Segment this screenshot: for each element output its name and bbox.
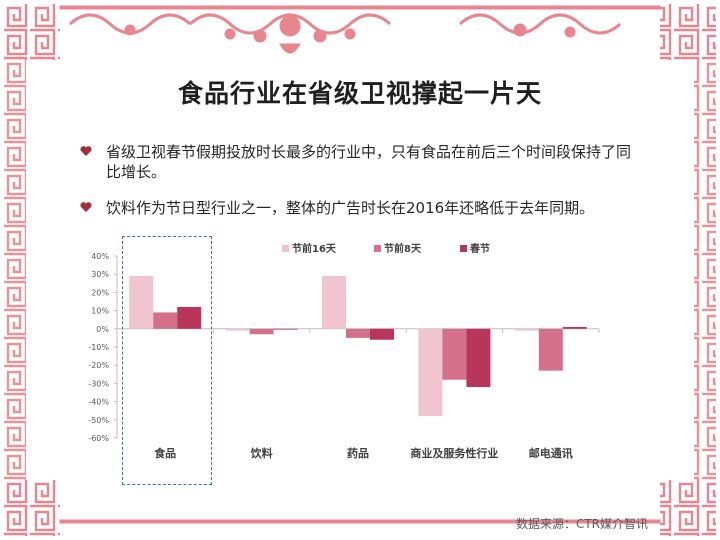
bar-3 xyxy=(466,328,491,388)
bar-1 xyxy=(322,276,346,329)
y-tick-label: -10% xyxy=(88,343,109,352)
corner-fret-top-left xyxy=(4,4,60,60)
y-tick-label: -40% xyxy=(88,398,109,407)
bullet-item: 省级卫视春节假期投放时长最多的行业中，只有食品在前后三个时间段保持了同比增长。 xyxy=(80,142,640,182)
y-tick-label: 40% xyxy=(91,252,109,261)
legend-swatch xyxy=(460,245,467,252)
y-tick-label: 10% xyxy=(91,307,109,316)
y-tick-label: 20% xyxy=(91,288,109,297)
legend-label: 节前8天 xyxy=(384,242,422,255)
bar-2 xyxy=(442,328,467,380)
bullet-item: 饮料作为节日型行业之一，整体的广告时长在2016年还略低于去年同期。 xyxy=(80,198,640,218)
bar-3 xyxy=(370,328,394,340)
x-category-label: 邮电通讯 xyxy=(529,446,573,460)
legend-swatch xyxy=(282,245,289,252)
y-tick-label: 30% xyxy=(91,270,109,279)
legend-swatch xyxy=(374,245,381,252)
bar-3 xyxy=(177,306,202,329)
legend-label: 春节 xyxy=(470,242,490,255)
data-source: 数据来源：CTR媒介智讯 xyxy=(515,517,648,531)
corner-fret-top-right xyxy=(660,4,716,60)
heart-bullet-icon xyxy=(80,202,92,212)
x-category-label: 药品 xyxy=(347,446,369,460)
bar-2 xyxy=(249,328,274,335)
heart-bullet-icon xyxy=(80,146,92,156)
top-floral-band xyxy=(59,5,661,524)
x-category-label: 商业及服务性行业 xyxy=(410,446,498,460)
x-category-label: 饮料 xyxy=(250,446,273,460)
bullet-list: 省级卫视春节假期投放时长最多的行业中，只有食品在前后三个时间段保持了同比增长。 … xyxy=(80,142,640,234)
bullet-text: 饮料作为节日型行业之一，整体的广告时长在2016年还略低于去年同期。 xyxy=(106,199,595,217)
y-tick-label: -50% xyxy=(88,416,109,425)
slide-title: 食品行业在省级卫视撑起一片天 xyxy=(177,79,542,108)
bar-1 xyxy=(514,328,539,331)
legend-label: 节前16天 xyxy=(292,242,337,255)
bar-3 xyxy=(273,328,298,330)
bar-2 xyxy=(538,328,563,371)
bar-1 xyxy=(225,328,250,331)
food-highlight-box xyxy=(122,236,212,485)
bar-2 xyxy=(153,312,178,329)
y-tick-label: -30% xyxy=(88,379,109,388)
y-tick-label: -20% xyxy=(88,361,109,370)
corner-fret-bottom-left xyxy=(4,480,60,536)
bar-1 xyxy=(129,276,154,329)
bar-2 xyxy=(346,328,370,338)
bar-1 xyxy=(418,328,443,417)
bar-3 xyxy=(562,326,587,329)
bullet-text: 省级卫视春节假期投放时长最多的行业中，只有食品在前后三个时间段保持了同比增长。 xyxy=(106,143,632,181)
y-tick-label: -60% xyxy=(88,434,109,443)
x-category-label: 食品 xyxy=(154,446,176,460)
corner-fret-bottom-right xyxy=(660,480,716,536)
y-tick-label: 0% xyxy=(96,325,109,334)
